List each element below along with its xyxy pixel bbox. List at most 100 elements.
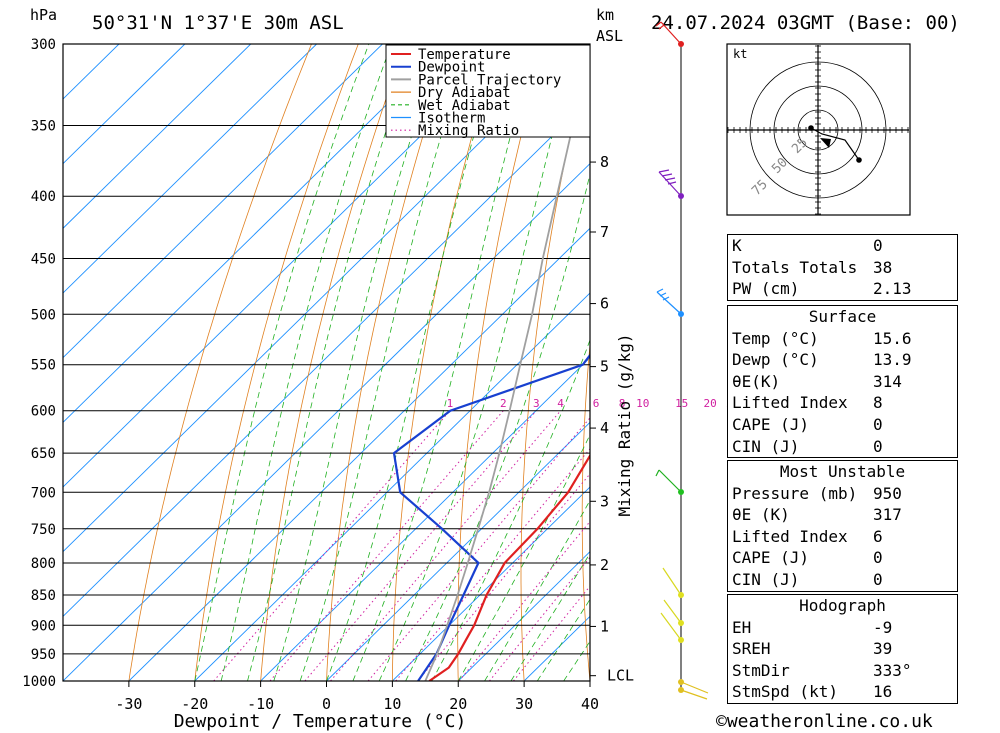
wind-barb (680, 681, 709, 700)
wet-adiabat (457, 433, 590, 681)
storm-motion-marker (820, 138, 831, 148)
wet-adiabat (194, 44, 370, 681)
mu-row-thetae: θE (K) 317 (732, 505, 902, 525)
wind-level-dot (678, 489, 684, 495)
pressure-label: 650 (31, 446, 56, 462)
hodograph: kt 25 50 75 (726, 43, 911, 216)
mixing-ratio-line (395, 448, 590, 681)
dewpoint-line (392, 353, 590, 681)
wet-adiabat (326, 44, 501, 681)
altitude-labels: 8 7 6 5 4 3 2 1 LCL (600, 153, 634, 685)
wind-level-dot (678, 592, 684, 598)
wind-level-dot (678, 193, 684, 199)
altitude-label: LCL (607, 667, 634, 685)
pressure-label: 950 (31, 647, 56, 663)
surface-row-temp: Temp (°C) 15.6 (732, 328, 912, 348)
mixing-ratio-label: 2 (500, 397, 507, 410)
isotherm (63, 44, 186, 165)
wind-barb (660, 567, 682, 641)
surface-row-cin: CIN (J) 0 (732, 436, 883, 456)
index-row-pw: PW (cm) 2.13 (732, 279, 912, 299)
mu-row-cin: CIN (J) 0 (732, 569, 883, 589)
mixing-ratio-line (304, 410, 537, 681)
mixing-ratio-line (417, 473, 590, 681)
wet-adiabat (405, 172, 590, 681)
x-tick-label: -30 (115, 695, 142, 713)
isotherm (63, 44, 252, 229)
pressure-label: 900 (31, 618, 56, 634)
wet-adiabat (299, 44, 470, 681)
dry-adiabat (642, 44, 686, 681)
altitude-label: 3 (600, 492, 609, 510)
temperature-ticks: -30 -20 -10 0 10 20 30 40 (115, 681, 599, 713)
mixing-ratio-labels: 12346810152025 (447, 397, 740, 410)
mixing-ratio-line (330, 410, 561, 681)
dry-adiabat (963, 44, 1000, 681)
pressure-label: 500 (31, 307, 56, 323)
mixing-ratio-line (367, 417, 590, 681)
dry-adiabat (260, 44, 406, 681)
mixing-ratio-label: 6 (593, 397, 600, 410)
parcel-trajectory-line (424, 53, 590, 681)
altitude-label: 6 (600, 295, 609, 313)
surface-row-li: Lifted Index 8 (732, 393, 883, 413)
surface-table: Surface Temp (°C) 15.6 Dewp (°C) 13.9 θE(K… (727, 305, 958, 459)
altitude-ticks (590, 161, 596, 677)
wind-barb (658, 169, 682, 197)
most-unstable-table: Most Unstable Pressure (mb) 950 θE (K) 317… (727, 460, 958, 592)
wind-level-dot (678, 679, 684, 685)
surface-row-cape: CAPE (J) 0 (732, 414, 883, 434)
legend-item: Dewpoint (418, 60, 485, 76)
isotherm (63, 163, 590, 681)
isotherm (63, 44, 120, 100)
pressure-label: 450 (31, 252, 56, 268)
x-tick-label: 30 (515, 695, 533, 713)
index-row-totals: Totals Totals 38 (732, 257, 893, 277)
mu-row-cape: CAPE (J) 0 (732, 548, 883, 568)
hodo-row-sreh: SREH 39 (732, 639, 893, 659)
hodo-row-stmdir: StmDir 333° (732, 660, 912, 680)
wind-level-dot (678, 687, 684, 693)
pressure-label: 600 (31, 404, 56, 420)
isotherm (63, 44, 383, 359)
pressure-label: 750 (31, 522, 56, 538)
wind-level-dot (678, 620, 684, 626)
surface-row-dewp: Dewp (°C) 13.9 (732, 350, 912, 370)
wind-barb (655, 21, 682, 45)
mixing-ratio-label: 20 (703, 397, 716, 410)
altitude-label: 7 (600, 223, 609, 241)
mixing-ratio-label: 3 (533, 397, 540, 410)
isotherm (326, 421, 590, 681)
mixing-ratio-line (269, 410, 504, 681)
x-axis-label: Dewpoint / Temperature (°C) (174, 711, 467, 732)
mixing-ratio-axis-label: Mixing Ratio (g/kg) (615, 333, 634, 516)
sounding-profiles (392, 53, 590, 681)
location-title: 50°31'N 1°37'E 30m ASL (92, 12, 344, 34)
mixing-ratio-label: 10 (636, 397, 649, 410)
legend-item: Mixing Ratio (418, 123, 519, 139)
surface-title: Surface (808, 307, 877, 326)
wind-level-dot (678, 311, 684, 317)
mixing-ratio-line (458, 520, 590, 681)
wind-barb (655, 469, 682, 493)
isotherm (63, 44, 449, 423)
pressure-label: 1000 (22, 674, 56, 690)
pressure-label: 800 (31, 556, 56, 572)
hpa-unit-label: hPa (30, 6, 58, 24)
hodograph-end-dot (856, 157, 862, 163)
hodograph-table-title: Hodograph (799, 596, 886, 615)
wind-profile (655, 21, 709, 700)
legend-item: Temperature (418, 47, 511, 63)
mu-row-li: Lifted Index 6 (732, 526, 883, 546)
temperature-line (428, 453, 590, 681)
mixing-ratio-label: 1 (447, 397, 454, 410)
copyright-link[interactable]: ©weatheronline.co.uk (716, 711, 933, 732)
isotherm (63, 44, 317, 294)
hodo-row-eh: EH -9 (732, 617, 893, 637)
legend-item: Isotherm (418, 111, 485, 127)
pressure-label: 700 (31, 485, 56, 501)
isotherm (128, 227, 590, 681)
